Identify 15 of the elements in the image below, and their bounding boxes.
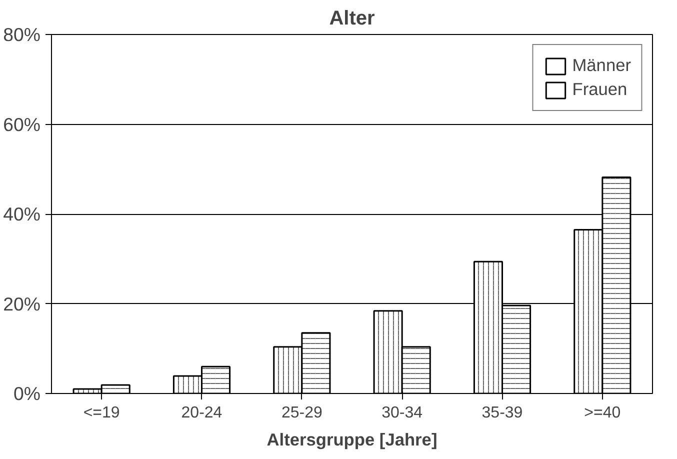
x-tick-label: >=40 <box>584 404 621 422</box>
x-tick-label: 20-24 <box>181 404 222 422</box>
x-axis-title: Altersgruppe [Jahre] <box>266 430 438 450</box>
y-tick-label: 0% <box>14 383 41 404</box>
x-tick-label: 30-34 <box>382 404 423 422</box>
legend-label: Männer <box>572 55 631 76</box>
legend-label: Frauen <box>572 79 628 100</box>
y-tick-label: 40% <box>3 204 41 224</box>
x-tick-label: <=19 <box>83 404 120 422</box>
x-tick-label: 35-39 <box>482 404 523 422</box>
x-tick-label: 25-29 <box>281 404 322 422</box>
y-tick-label: 60% <box>3 114 41 135</box>
chart-title: Alter <box>329 8 375 30</box>
y-tick-label: 20% <box>3 293 41 314</box>
y-tick-label: 80% <box>3 24 41 45</box>
